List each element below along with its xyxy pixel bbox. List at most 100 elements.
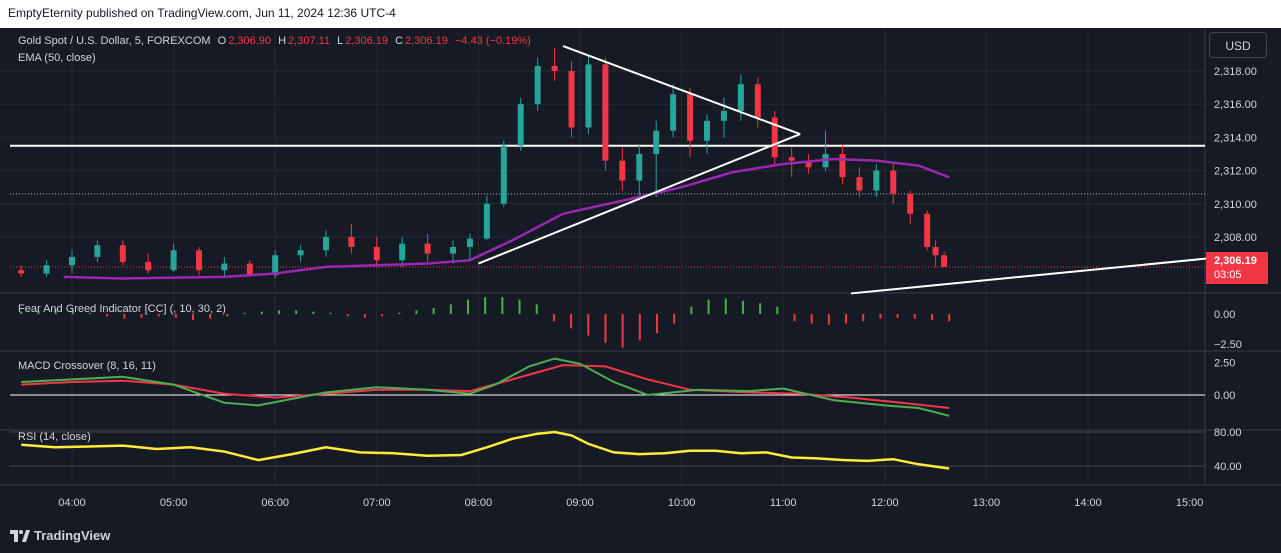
- fear-greed-bar: [140, 314, 143, 318]
- rsi-line: [21, 430, 950, 470]
- macd-tick-label: 0.00: [1214, 390, 1235, 402]
- fear-greed-bar: [862, 314, 865, 322]
- rsi-legend: RSI (14, close): [18, 431, 91, 443]
- candle-body: [653, 130, 660, 154]
- last-price-value: 2,306.19: [1214, 255, 1257, 267]
- fear-greed-bar: [776, 306, 779, 314]
- candle-body: [483, 203, 490, 239]
- candle-body: [805, 160, 812, 168]
- ema-line: [63, 157, 950, 280]
- candle-body: [424, 243, 431, 254]
- fear-greed-bar: [741, 300, 744, 314]
- candle-body: [466, 238, 473, 247]
- candle-body: [771, 117, 778, 158]
- fear-greed-histogram: [20, 297, 951, 348]
- fear-greed-bar: [621, 314, 624, 348]
- open-value: 2,306.90: [228, 35, 272, 47]
- fear-greed-bar: [415, 310, 418, 314]
- time-tick-label: 06:00: [261, 497, 289, 509]
- fear-greed-bar: [930, 314, 933, 320]
- fear-greed-bar: [690, 306, 693, 314]
- candle-body: [788, 157, 795, 161]
- candle-body: [907, 193, 914, 214]
- fear-greed-bar: [123, 314, 126, 319]
- candle-body: [670, 94, 677, 131]
- macd-legend: MACD Crossover (8, 16, 11): [18, 360, 156, 372]
- fear-greed-bar: [587, 314, 590, 336]
- macd-signal-line: [21, 364, 950, 409]
- candle-body: [890, 170, 897, 194]
- candle-body: [687, 94, 694, 141]
- fear-greed-legend: Fear And Greed Indicator [CC] (, 10, 30,…: [18, 303, 226, 315]
- rsi-tick-label: 80.00: [1214, 427, 1242, 439]
- candle-body: [323, 237, 329, 251]
- low-label: L: [337, 35, 344, 47]
- close-label: C: [395, 35, 404, 47]
- fear-greed-bar: [673, 314, 676, 324]
- publisher-text: EmptyEternity published on TradingView.c…: [8, 6, 396, 20]
- symbol-name: Gold Spot / U.S. Dollar, 5, FOREXCOM: [18, 35, 211, 47]
- pane-separators: [0, 28, 1281, 486]
- time-tick-label: 04:00: [58, 497, 86, 509]
- candle-body: [873, 170, 880, 191]
- symbol-legend: Gold Spot / U.S. Dollar, 5, FOREXCOM O 2,…: [18, 35, 531, 47]
- open-label: O: [217, 35, 227, 47]
- candle-body: [246, 263, 253, 276]
- change-value: −4.43 (−0.19%): [454, 35, 531, 47]
- close-value: 2,306.19: [405, 35, 448, 47]
- fear-greed-bar: [845, 314, 848, 324]
- candle-body: [119, 245, 126, 262]
- rsi-tick-label: 40.00: [1214, 461, 1242, 473]
- candle-body: [568, 71, 575, 128]
- trendlines: [478, 45, 1224, 295]
- fear-greed-bar: [277, 310, 280, 314]
- fear-greed-bar: [71, 310, 74, 314]
- fear-greed-bar: [88, 312, 91, 314]
- candle-body: [43, 265, 50, 274]
- rsi-line: [10, 430, 1205, 470]
- fear-greed-bar: [604, 314, 607, 343]
- fear-greed-bar: [535, 304, 538, 314]
- fear-greed-bar: [518, 299, 521, 314]
- macd-line: [21, 357, 950, 417]
- candlestick-series: [18, 47, 948, 279]
- candle-body: [500, 145, 507, 204]
- candle-body: [272, 255, 279, 276]
- time-tick-label: 10:00: [668, 497, 696, 509]
- fear-greed-bar: [54, 309, 57, 314]
- time-tick-label: 09:00: [566, 497, 594, 509]
- fear-greed-bar: [37, 310, 40, 314]
- candle-body: [399, 243, 406, 261]
- price-tick-label: 2,318.00: [1214, 66, 1257, 78]
- tradingview-brand: TradingView: [34, 528, 111, 543]
- candle-body: [69, 256, 75, 266]
- fear-greed-bar: [329, 312, 332, 314]
- fear-greed-bar: [759, 303, 762, 314]
- publisher-header-bar: EmptyEternity published on TradingView.c…: [0, 0, 1281, 28]
- candle-body: [602, 64, 609, 161]
- high-label: H: [278, 35, 287, 47]
- time-tick-label: 15:00: [1176, 497, 1204, 509]
- fear-greed-bar: [656, 314, 659, 334]
- price-axis: 2,318.00 2,316.00 2,314.00 2,312.00 2,310.00…: [1214, 66, 1257, 473]
- candle-body: [18, 270, 25, 274]
- bar-countdown: 03:05: [1214, 269, 1242, 281]
- time-axis: 04:00 05:00 06:00 07:00 08:00 09:00 10:00 11:00…: [58, 497, 1203, 509]
- macd-lines: [10, 357, 1205, 417]
- ema-legend: EMA (50, close): [18, 52, 96, 64]
- chart-canvas[interactable]: 2,318.00 2,316.00 2,314.00 2,312.00 2,310.00…: [0, 28, 1281, 520]
- candle-body: [145, 261, 152, 271]
- fear-greed-bar: [466, 299, 469, 314]
- fear-greed-bar: [312, 311, 315, 314]
- fear-greed-bar: [879, 314, 882, 319]
- currency-button[interactable]: USD: [1209, 32, 1267, 58]
- fear-greed-bar: [260, 311, 263, 314]
- fear-greed-bar: [827, 314, 830, 325]
- fear-greed-bar: [398, 312, 401, 314]
- fear-greed-bar: [106, 314, 109, 317]
- candle-body: [754, 84, 761, 118]
- candle-body: [737, 84, 744, 111]
- horizontal-level-line: [10, 144, 1205, 268]
- fear-greed-bar: [896, 314, 899, 318]
- fear-greed-bar: [552, 314, 555, 322]
